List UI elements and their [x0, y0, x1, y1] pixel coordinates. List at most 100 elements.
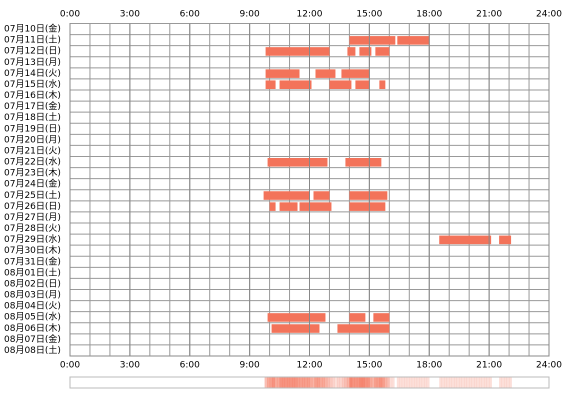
row-label: 07月10日(金) — [4, 23, 61, 35]
activity-bar — [375, 47, 390, 56]
x-tick-label-bottom: 15:00 — [356, 361, 382, 371]
activity-density — [279, 377, 283, 388]
row-label: 07月27日(月) — [4, 212, 61, 223]
x-tick-label-bottom: 21:00 — [476, 361, 502, 371]
activity-density — [391, 377, 395, 388]
activity-density — [321, 377, 325, 388]
activity-bar — [265, 69, 300, 78]
activity-bar — [337, 324, 390, 333]
activity-density — [376, 377, 380, 388]
activity-bar — [349, 36, 396, 45]
row-label: 08月01日(土) — [4, 266, 61, 278]
activity-density — [324, 377, 328, 388]
activity-density — [264, 377, 268, 388]
activity-density — [406, 377, 410, 388]
activity-density — [404, 377, 408, 388]
row-label: 07月29日(水) — [4, 233, 61, 245]
activity-density — [364, 377, 368, 388]
activity-density — [456, 377, 460, 388]
activity-density — [316, 377, 320, 388]
activity-density — [479, 377, 482, 388]
activity-density — [269, 377, 273, 388]
activity-density — [369, 377, 373, 388]
activity-density — [292, 377, 295, 388]
activity-bar — [373, 313, 390, 322]
activity-density — [334, 377, 338, 388]
activity-density — [424, 377, 428, 388]
activity-density — [411, 377, 415, 388]
activity-density — [274, 377, 278, 388]
row-label: 08月02日(日) — [4, 278, 61, 289]
activity-density — [474, 377, 477, 388]
activity-density — [359, 377, 363, 388]
activity-density — [476, 377, 480, 388]
activity-density — [481, 377, 485, 388]
x-tick-label-top: 0:00 — [60, 10, 80, 20]
activity-density — [439, 377, 443, 388]
x-tick-label-top: 3:00 — [120, 10, 140, 20]
activity-density — [506, 377, 510, 388]
activity-bar — [279, 202, 298, 211]
row-label: 08月08日(土) — [4, 344, 61, 356]
row-label: 07月14日(火) — [4, 68, 61, 79]
activity-density — [451, 377, 455, 388]
activity-density — [389, 377, 393, 388]
row-label: 07月28日(火) — [4, 223, 61, 234]
x-tick-label-bottom: 3:00 — [120, 361, 140, 371]
activity-bar — [355, 80, 370, 89]
row-label: 08月04日(火) — [4, 301, 61, 312]
activity-density — [319, 377, 323, 388]
x-tick-label-top: 18:00 — [416, 10, 442, 20]
activity-density — [399, 377, 403, 388]
activity-density — [366, 377, 370, 388]
row-label: 07月21日(火) — [4, 145, 61, 156]
activity-bar — [499, 235, 512, 245]
activity-density — [466, 377, 470, 388]
activity-density — [304, 377, 308, 388]
activity-bar — [349, 313, 366, 322]
activity-bar — [347, 47, 356, 56]
x-tick-label-top: 9:00 — [240, 10, 260, 20]
activity-density — [277, 377, 280, 388]
x-tick-label-top: 15:00 — [356, 10, 382, 20]
row-label: 07月12日(日) — [4, 46, 61, 57]
activity-bar — [359, 47, 372, 56]
activity-bar — [269, 202, 276, 211]
row-label: 08月06日(木) — [4, 322, 61, 334]
activity-density — [464, 377, 467, 388]
activity-density — [341, 377, 345, 388]
activity-density — [416, 377, 420, 388]
activity-bar — [349, 202, 386, 211]
row-label: 07月18日(土) — [4, 111, 61, 123]
activity-bar — [315, 69, 336, 78]
row-label: 07月31日(金) — [4, 255, 61, 267]
activity-density — [284, 377, 288, 388]
activity-density — [484, 377, 487, 388]
activity-bar — [279, 80, 312, 89]
activity-bar — [265, 80, 276, 89]
row-label: 08月05日(水) — [4, 311, 61, 323]
activity-density — [311, 377, 315, 388]
activity-density — [419, 377, 423, 388]
row-label: 08月03日(月) — [4, 290, 61, 301]
activity-density — [326, 377, 330, 388]
row-label: 07月15日(水) — [4, 78, 61, 90]
activity-density — [509, 377, 512, 388]
activity-density — [351, 377, 355, 388]
row-label: 07月24日(金) — [4, 178, 61, 190]
activity-density — [396, 377, 400, 388]
activity-bar — [397, 36, 430, 45]
activity-density — [486, 377, 490, 388]
activity-density — [374, 377, 378, 388]
activity-density — [309, 377, 313, 388]
activity-bar — [271, 324, 320, 333]
activity-density — [426, 377, 430, 388]
row-label: 07月16日(木) — [4, 89, 61, 101]
x-tick-label-top: 21:00 — [476, 10, 502, 20]
activity-bar — [267, 158, 328, 167]
activity-density — [381, 377, 385, 388]
activity-density — [446, 377, 450, 388]
activity-density — [449, 377, 453, 388]
activity-density — [444, 377, 448, 388]
